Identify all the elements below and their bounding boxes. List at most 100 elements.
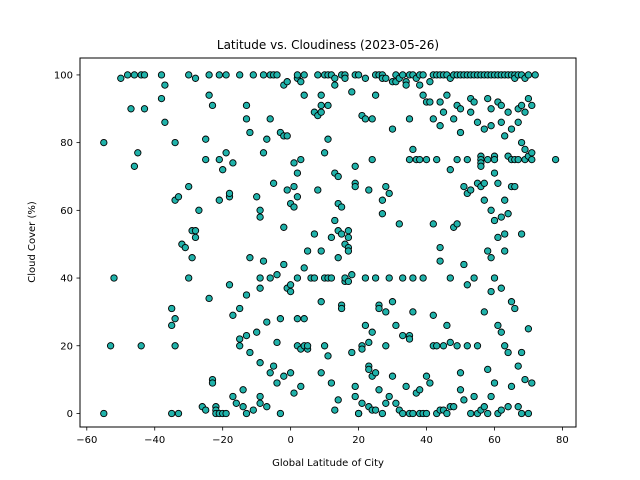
y-tick-label: 20 xyxy=(60,341,73,352)
data-point xyxy=(337,304,346,313)
data-point xyxy=(450,115,458,123)
data-point xyxy=(117,74,125,82)
data-point xyxy=(450,403,458,411)
data-point xyxy=(494,179,502,187)
data-point xyxy=(517,230,526,238)
data-point xyxy=(283,78,291,86)
data-point xyxy=(490,274,499,282)
y-tick-label: 80 xyxy=(60,138,73,149)
data-point xyxy=(371,91,380,99)
data-point xyxy=(351,392,359,401)
data-point xyxy=(256,399,264,407)
data-point xyxy=(137,342,145,350)
data-point xyxy=(399,71,407,79)
y-tick-label: 0 xyxy=(67,409,73,420)
data-point xyxy=(504,108,512,116)
data-point xyxy=(100,138,108,147)
data-point xyxy=(358,399,366,407)
data-point xyxy=(351,382,359,391)
data-point xyxy=(290,389,298,397)
data-point xyxy=(463,155,471,164)
data-point xyxy=(256,206,264,214)
data-point xyxy=(484,365,492,374)
data-point xyxy=(467,409,475,418)
plot-frame xyxy=(79,57,577,428)
data-point xyxy=(497,328,505,336)
data-point xyxy=(259,71,268,79)
data-point xyxy=(443,321,451,330)
data-point xyxy=(405,115,414,123)
data-point xyxy=(337,230,346,238)
data-point xyxy=(293,169,302,177)
data-point xyxy=(168,321,176,330)
data-point xyxy=(246,128,254,137)
data-point xyxy=(225,189,234,198)
data-point xyxy=(324,352,332,360)
data-point xyxy=(100,409,108,418)
data-point xyxy=(337,203,346,211)
data-point xyxy=(409,145,417,154)
data-point xyxy=(365,338,373,347)
data-point xyxy=(429,220,437,228)
data-point xyxy=(487,287,495,296)
data-point xyxy=(409,409,417,418)
data-point xyxy=(504,348,512,357)
data-point xyxy=(290,203,298,211)
data-point xyxy=(222,71,230,79)
data-point xyxy=(501,196,509,204)
data-point xyxy=(490,216,499,225)
data-point xyxy=(256,284,264,292)
data-point xyxy=(208,101,217,110)
data-point xyxy=(259,149,268,157)
data-point xyxy=(236,342,244,350)
data-point xyxy=(222,149,230,157)
data-point xyxy=(487,254,495,262)
data-point xyxy=(511,182,519,191)
data-point xyxy=(324,101,332,110)
data-point xyxy=(480,125,488,133)
data-point xyxy=(314,186,322,194)
data-point xyxy=(429,311,437,319)
data-point xyxy=(191,74,200,82)
data-point xyxy=(382,399,390,407)
data-point xyxy=(514,155,522,164)
plot-area xyxy=(100,71,560,418)
data-point xyxy=(399,331,407,340)
data-point xyxy=(297,382,305,391)
data-point xyxy=(524,71,533,79)
data-point xyxy=(208,379,217,387)
data-point xyxy=(517,138,526,147)
data-point xyxy=(256,359,264,367)
data-point xyxy=(253,328,261,336)
data-point xyxy=(140,105,149,113)
data-point xyxy=(334,396,342,404)
data-point xyxy=(528,379,536,387)
data-point xyxy=(443,409,451,418)
data-point xyxy=(242,291,251,299)
data-point xyxy=(480,196,488,204)
data-point xyxy=(195,206,203,214)
data-point xyxy=(215,196,223,204)
data-point xyxy=(405,335,414,343)
data-point xyxy=(365,365,373,374)
data-point xyxy=(242,409,251,418)
data-point xyxy=(494,233,502,242)
data-point xyxy=(490,155,499,164)
data-point xyxy=(331,216,339,225)
data-point xyxy=(507,298,516,306)
data-point xyxy=(456,105,465,113)
x-axis-label: Global Latitude of City xyxy=(272,458,384,469)
data-point xyxy=(225,281,234,289)
data-point xyxy=(524,94,533,103)
data-point xyxy=(327,233,336,242)
data-point xyxy=(134,149,142,157)
data-point xyxy=(409,274,417,282)
data-point xyxy=(256,274,264,282)
data-point xyxy=(439,108,448,116)
data-point xyxy=(436,257,444,265)
data-point xyxy=(382,342,390,350)
data-point xyxy=(327,274,336,282)
data-point xyxy=(501,342,509,350)
data-point xyxy=(416,386,424,394)
